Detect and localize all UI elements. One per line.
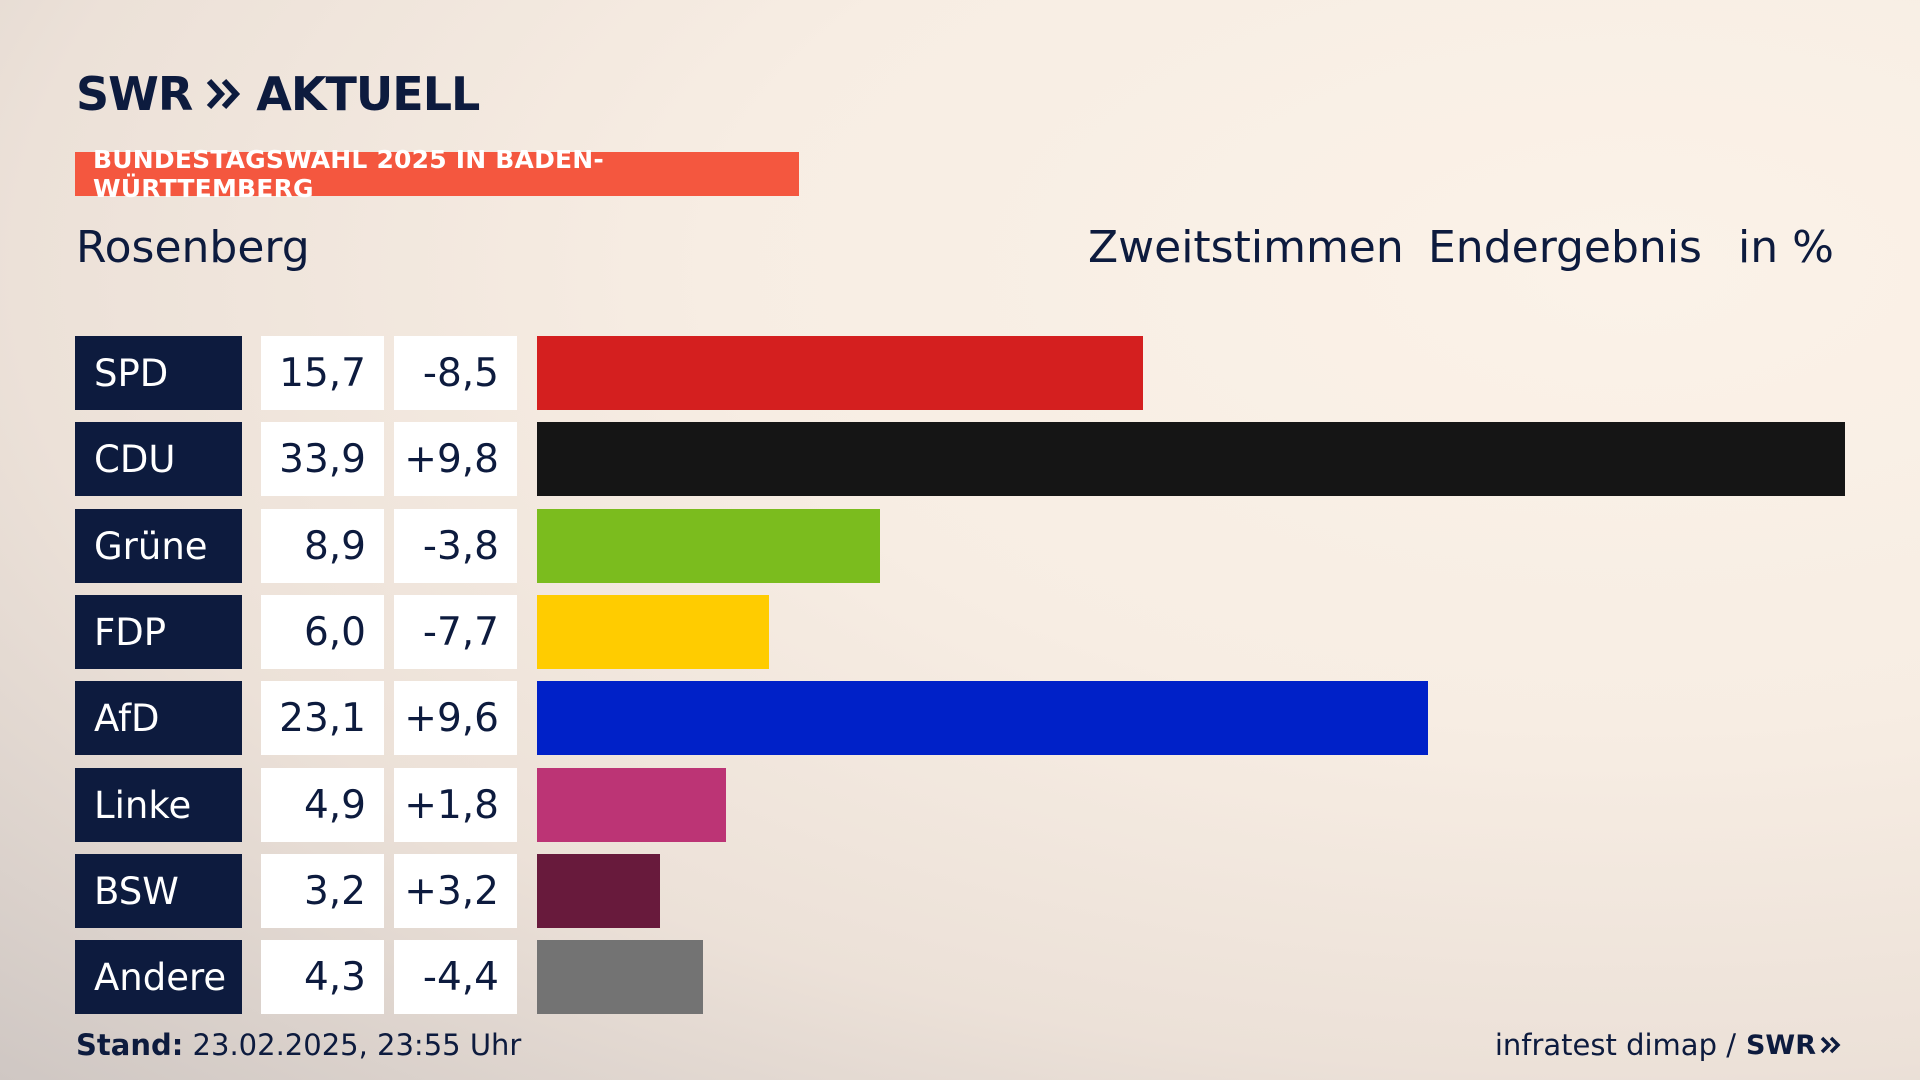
stand-value: 23.02.2025, 23:55 Uhr (192, 1028, 522, 1062)
source-text: infratest dimap / (1494, 1028, 1736, 1062)
swr-small-logo: SWR (1746, 1030, 1842, 1061)
vote-share-value: 33,9 (261, 422, 384, 496)
logo-swr-text: SWR (76, 67, 193, 121)
logo-aktuell-text: AKTUELL (256, 67, 480, 121)
vote-share-value: 4,9 (261, 768, 384, 842)
result-bar (537, 422, 1845, 496)
swr-small-text: SWR (1745, 1029, 1816, 1061)
vote-change-value: +3,2 (394, 854, 517, 928)
party-label: Grüne (75, 509, 242, 583)
result-bar (537, 509, 880, 583)
small-double-chevron-icon (1820, 1036, 1841, 1054)
result-bar (537, 681, 1428, 755)
vote-change-value: +9,6 (394, 681, 517, 755)
vote-share-value: 23,1 (261, 681, 384, 755)
vote-change-value: -7,7 (394, 595, 517, 669)
party-label: SPD (75, 336, 242, 410)
vote-share-value: 6,0 (261, 595, 384, 669)
result-bar (537, 854, 660, 928)
vote-change-value: +1,8 (394, 768, 517, 842)
vote-share-value: 8,9 (261, 509, 384, 583)
party-label: AfD (75, 681, 242, 755)
result-bar (537, 336, 1143, 410)
vote-share-value: 15,7 (261, 336, 384, 410)
result-type-label: Endergebnis (1428, 222, 1702, 273)
vote-share-value: 3,2 (261, 854, 384, 928)
result-bar (537, 595, 769, 669)
party-label: BSW (75, 854, 242, 928)
vote-type-label: Zweitstimmen (1088, 222, 1404, 273)
vote-change-value: -3,8 (394, 509, 517, 583)
vote-change-value: -8,5 (394, 336, 517, 410)
vote-change-value: -4,4 (394, 940, 517, 1014)
result-bar (537, 768, 726, 842)
source-credit: infratest dimap / SWR (1495, 1028, 1842, 1062)
party-label: FDP (75, 595, 242, 669)
stand-label: Stand: (76, 1028, 184, 1062)
vote-share-value: 4,3 (261, 940, 384, 1014)
party-label: Linke (75, 768, 242, 842)
election-banner: BUNDESTAGSWAHL 2025 IN BADEN-WÜRTTEMBERG (75, 145, 799, 203)
unit-label: in % (1738, 222, 1834, 273)
double-chevron-icon (206, 77, 242, 111)
region-title: Rosenberg (76, 222, 310, 273)
party-label: Andere (75, 940, 242, 1014)
swr-aktuell-logo: SWR AKTUELL (76, 66, 480, 122)
timestamp: Stand: 23.02.2025, 23:55 Uhr (76, 1028, 521, 1062)
party-label: CDU (75, 422, 242, 496)
vote-change-value: +9,8 (394, 422, 517, 496)
result-bar (537, 940, 703, 1014)
